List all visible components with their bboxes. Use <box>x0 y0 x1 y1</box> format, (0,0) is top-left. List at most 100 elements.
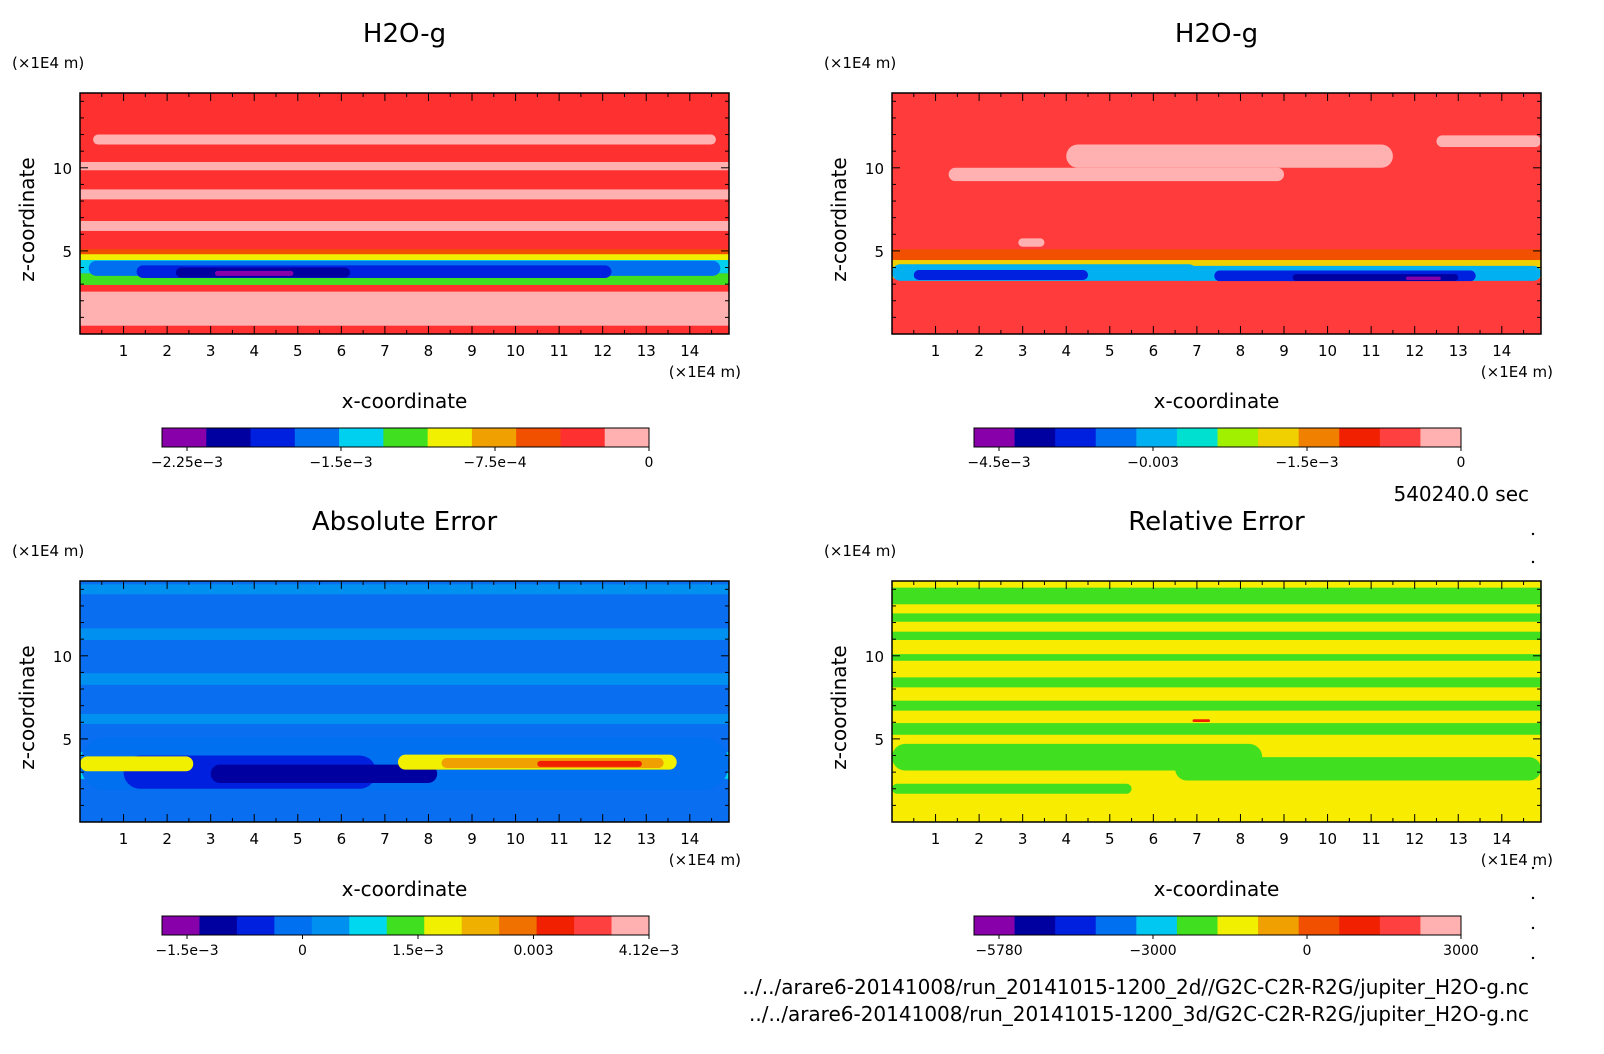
colorbar-tick-label: −3000 <box>1129 943 1176 959</box>
x-tick-label: 8 <box>424 342 434 360</box>
contour-region <box>1066 144 1393 168</box>
x-tick-label: 12 <box>593 830 612 848</box>
x-tick-label: 7 <box>380 342 390 360</box>
x-tick-label: 14 <box>680 830 699 848</box>
chart-title: Relative Error <box>1128 507 1305 537</box>
contour-region <box>80 283 729 292</box>
colorbar-tick-label: 3000 <box>1443 943 1479 959</box>
colorbar-swatch <box>574 916 613 935</box>
x-tick-label: 5 <box>293 342 303 360</box>
x-axis-label: x-coordinate <box>342 389 468 413</box>
colorbar-swatch <box>536 916 575 935</box>
contour-region <box>80 161 729 171</box>
y-axis-label: z-coordinate <box>827 645 851 769</box>
contour-region <box>1018 238 1045 247</box>
contour-region <box>537 760 642 767</box>
edge-dots <box>1531 532 1535 960</box>
x-tick-label: 13 <box>637 342 656 360</box>
x-tick-label: 10 <box>1318 342 1337 360</box>
x-tick-label: 1 <box>119 830 129 848</box>
colorbar-swatch <box>424 916 463 935</box>
x-tick-label: 13 <box>1449 830 1468 848</box>
colorbar-tick-label: −1.5e−3 <box>1275 455 1338 471</box>
y-unit-label: (×1E4 m) <box>824 542 896 560</box>
contour-region <box>948 167 1285 182</box>
x-tick-label: 6 <box>1149 830 1159 848</box>
x-axis-label: x-coordinate <box>1154 389 1280 413</box>
colorbar-swatch <box>1420 916 1462 935</box>
colorbar-swatch <box>974 916 1016 935</box>
y-tick-label: 5 <box>62 731 72 749</box>
x-tick-label: 8 <box>424 830 434 848</box>
x-tick-label: 7 <box>1192 830 1202 848</box>
x-tick-label: 5 <box>1105 342 1115 360</box>
contour-region <box>93 134 716 145</box>
colorbar-swatch <box>427 428 473 447</box>
x-tick-label: 13 <box>1449 342 1468 360</box>
x-tick-label: 11 <box>550 342 569 360</box>
x-tick-label: 6 <box>337 830 347 848</box>
contour-field <box>80 93 729 334</box>
colorbar-swatch <box>1176 916 1218 935</box>
file-path-2d: ../../arare6-20141008/run_20141015-1200_… <box>742 975 1529 999</box>
y-tick-label: 10 <box>865 160 884 178</box>
contour-region <box>892 743 1263 771</box>
colorbar-tick-label: 0 <box>298 943 307 959</box>
y-unit-label: (×1E4 m) <box>12 54 84 72</box>
x-axis-label: x-coordinate <box>1154 877 1280 901</box>
x-tick-label: 8 <box>1236 342 1246 360</box>
contour-region <box>80 249 729 255</box>
contour-region <box>210 764 438 783</box>
contour-region <box>892 631 1541 641</box>
y-tick-label: 10 <box>53 648 72 666</box>
contour-region <box>1175 757 1541 781</box>
colorbar-tick-label: 0 <box>1457 455 1466 471</box>
colorbar-swatch <box>1298 428 1340 447</box>
colorbar-swatch <box>1420 428 1462 447</box>
colorbar-swatch <box>611 916 650 935</box>
x-tick-label: 1 <box>931 342 941 360</box>
contour-field <box>892 581 1541 822</box>
y-axis-label: z-coordinate <box>827 157 851 281</box>
y-unit-label: (×1E4 m) <box>824 54 896 72</box>
colorbar-swatch <box>560 428 606 447</box>
colorbar-tick-label: −5780 <box>975 943 1022 959</box>
colorbar-swatch <box>162 916 200 935</box>
colorbar-swatch <box>339 428 384 447</box>
contour-region <box>80 220 729 231</box>
x-tick-label: 14 <box>680 342 699 360</box>
colorbar-swatch <box>250 428 296 447</box>
colorbar-swatch <box>1055 428 1097 447</box>
colorbar-tick-label: −2.25e−3 <box>151 455 223 471</box>
colorbar-swatch <box>1136 916 1178 935</box>
x-unit-label: (×1E4 m) <box>669 363 741 381</box>
colorbar-swatch <box>1136 428 1178 447</box>
x-tick-label: 11 <box>1362 830 1381 848</box>
colorbar-frame <box>973 915 1462 936</box>
colorbar-swatch <box>1217 428 1259 447</box>
colorbar-swatch <box>1176 428 1218 447</box>
contour-region <box>892 613 1541 622</box>
contour-region <box>913 270 1089 280</box>
y-tick-label: 5 <box>62 243 72 261</box>
colorbar-swatch <box>1379 916 1421 935</box>
colorbar-swatch <box>236 916 275 935</box>
contour-region <box>1192 719 1210 722</box>
colorbar-swatch <box>1258 916 1300 935</box>
time-label: 540240.0 sec <box>1393 482 1529 506</box>
contour-region <box>215 270 294 276</box>
colorbar: −5780 −3000 0 3000 <box>973 915 1479 959</box>
x-tick-label: 10 <box>506 342 525 360</box>
colorbar: −1.5e−3 0 1.5e−3 0.003 4.12e−3 <box>155 915 679 959</box>
colorbar-swatch <box>1055 916 1097 935</box>
colorbar-tick-label: 0 <box>1303 943 1312 959</box>
contour-region <box>892 700 1541 711</box>
x-tick-label: 7 <box>1192 342 1202 360</box>
colorbar-swatch <box>1339 916 1381 935</box>
colorbar-swatch <box>1379 428 1421 447</box>
colorbar-swatch <box>1095 428 1137 447</box>
y-tick-label: 10 <box>865 648 884 666</box>
contour-region <box>892 783 1132 794</box>
x-tick-label: 11 <box>1362 342 1381 360</box>
